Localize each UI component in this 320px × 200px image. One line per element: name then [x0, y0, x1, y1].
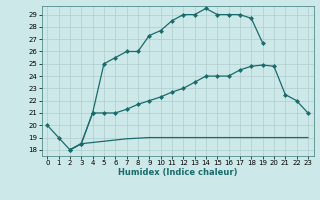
- X-axis label: Humidex (Indice chaleur): Humidex (Indice chaleur): [118, 168, 237, 177]
